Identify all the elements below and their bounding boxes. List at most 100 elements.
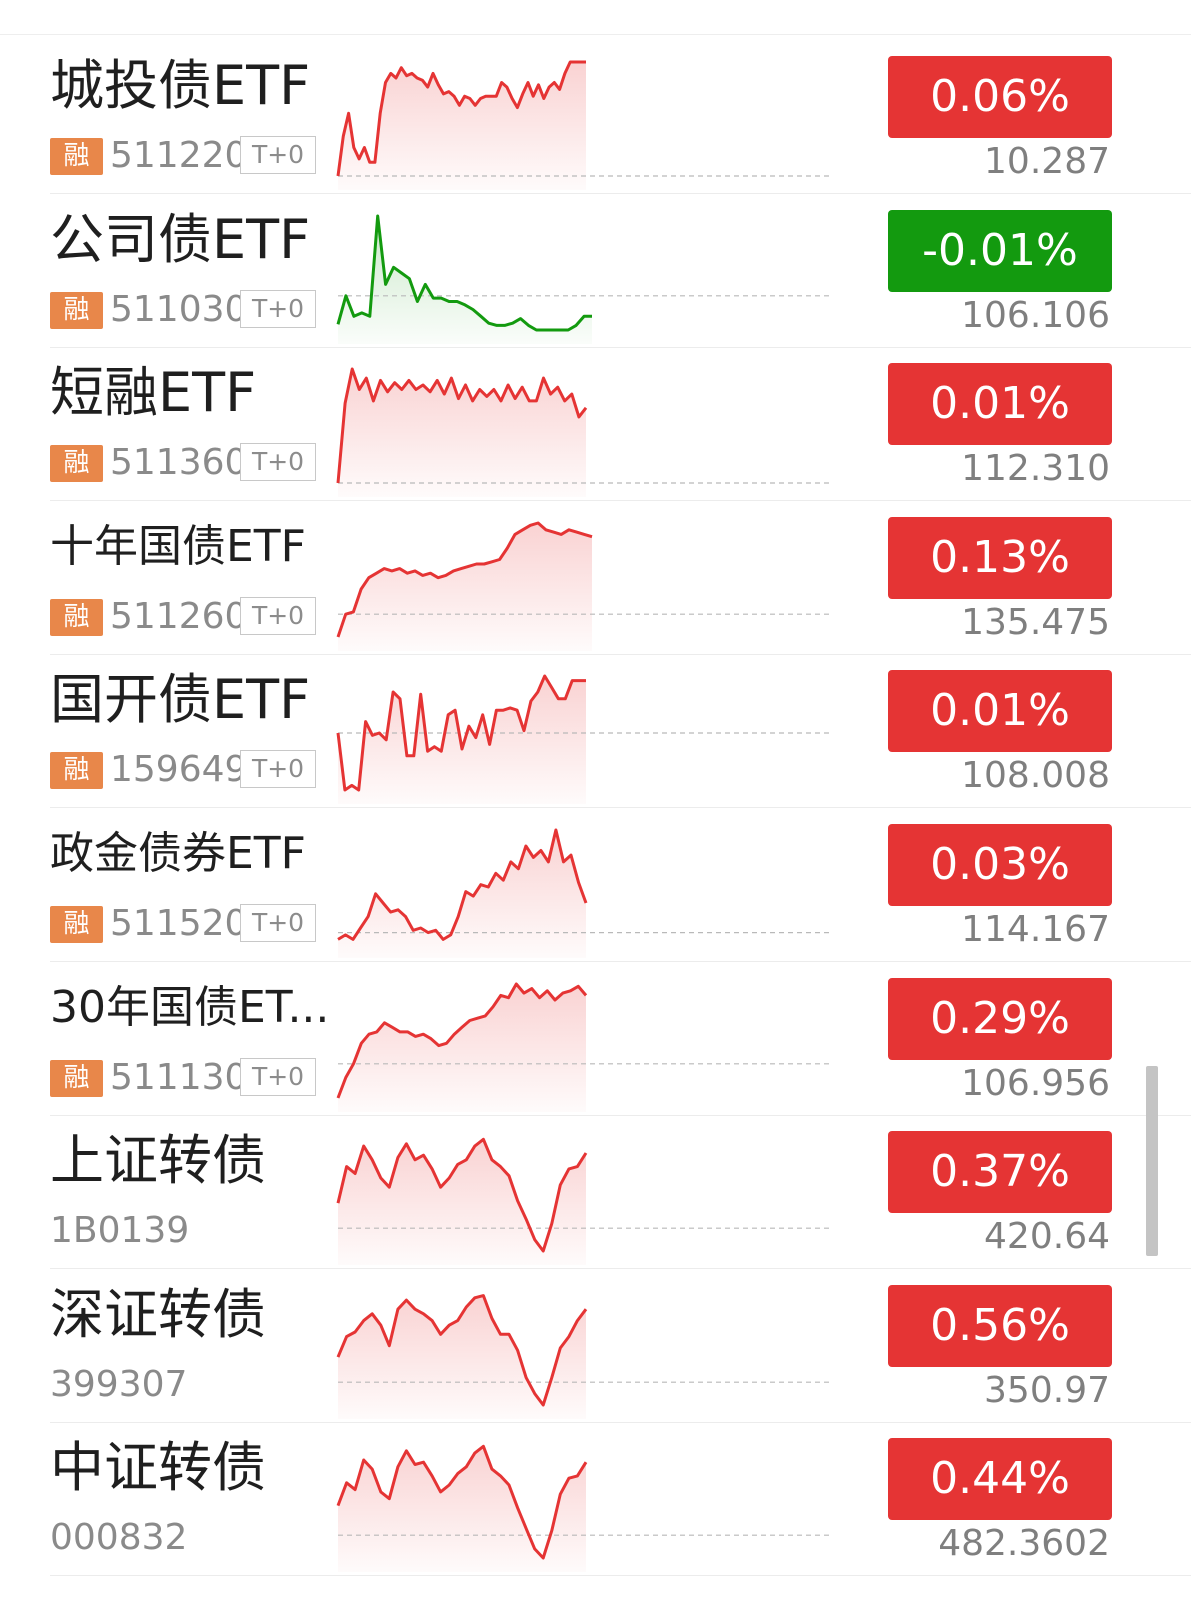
sparkline-line bbox=[336, 60, 586, 177]
list-item[interactable]: 30年国债ET... 融 511130 T+0 0.29% 106.956 bbox=[0, 958, 1191, 1116]
intraday-sparkline bbox=[336, 214, 832, 344]
sparkline-line bbox=[336, 521, 593, 638]
sparkline-area bbox=[338, 1446, 586, 1573]
list-item[interactable]: 中证转债 000832 0.44% 482.3602 bbox=[0, 1418, 1191, 1577]
intraday-sparkline bbox=[336, 1445, 832, 1573]
sparkline-line bbox=[337, 828, 588, 941]
fund-name: 十年国债ETF bbox=[50, 520, 306, 572]
fund-name: 公司债ETF bbox=[50, 207, 311, 271]
change-percent-button[interactable]: 0.06% bbox=[888, 56, 1112, 138]
last-price: 10.287 bbox=[984, 141, 1110, 182]
last-price: 135.475 bbox=[961, 601, 1110, 643]
change-percent-button[interactable]: 0.13% bbox=[888, 516, 1112, 599]
last-price: 350.97 bbox=[984, 1369, 1110, 1411]
tplus-tag: T+0 bbox=[240, 443, 316, 482]
intraday-sparkline bbox=[336, 674, 832, 805]
list-item[interactable]: 公司债ETF 融 511030 T+0 -0.01% 106.106 bbox=[0, 190, 1191, 348]
fund-code: 511130 bbox=[110, 1056, 248, 1098]
margin-badge: 融 bbox=[50, 906, 103, 943]
change-percent-button[interactable]: 0.01% bbox=[888, 363, 1112, 446]
margin-badge: 融 bbox=[50, 1059, 103, 1097]
margin-badge: 融 bbox=[50, 752, 103, 790]
row-divider bbox=[50, 961, 1191, 962]
fund-name: 30年国债ET... bbox=[50, 981, 330, 1033]
list-item[interactable]: 深证转债 399307 0.56% 350.97 bbox=[0, 1265, 1191, 1423]
tplus-tag: T+0 bbox=[240, 136, 316, 174]
change-percent-button[interactable]: 0.44% bbox=[888, 1438, 1112, 1521]
fund-name: 国开债ETF bbox=[50, 668, 311, 732]
list-item[interactable]: 十年国债ETF 融 511260 T+0 0.13% 135.475 bbox=[0, 497, 1191, 655]
intraday-sparkline bbox=[336, 1137, 832, 1266]
list-item[interactable]: 短融ETF 融 511360 T+0 0.01% 112.310 bbox=[0, 343, 1191, 502]
intraday-sparkline bbox=[337, 828, 832, 958]
margin-badge: 融 bbox=[50, 598, 103, 636]
sparkline-area bbox=[338, 522, 592, 651]
scrollbar[interactable] bbox=[1146, 1066, 1158, 1256]
sparkline-area bbox=[338, 369, 586, 498]
sparkline-line bbox=[336, 1445, 588, 1560]
margin-badge: 融 bbox=[50, 291, 103, 329]
last-price: 420.64 bbox=[984, 1216, 1110, 1258]
sparkline-area bbox=[338, 830, 586, 958]
row-divider bbox=[50, 1421, 1191, 1423]
fund-code: 511260 bbox=[110, 595, 248, 637]
row-divider bbox=[50, 500, 1191, 502]
fund-code: 1B0139 bbox=[50, 1210, 190, 1252]
tplus-tag: T+0 bbox=[240, 596, 316, 635]
intraday-sparkline bbox=[336, 982, 832, 1112]
sparkline-area bbox=[338, 215, 592, 344]
change-percent-button[interactable]: -0.01% bbox=[888, 209, 1112, 292]
list-item[interactable]: 上证转债 1B0139 0.37% 420.64 bbox=[0, 1111, 1191, 1270]
sparkline-area bbox=[338, 676, 586, 805]
sparkline-line bbox=[336, 1293, 588, 1407]
margin-badge: 融 bbox=[50, 445, 103, 483]
sparkline-area bbox=[338, 1139, 586, 1266]
last-price: 114.167 bbox=[961, 909, 1110, 950]
last-price: 482.3602 bbox=[938, 1523, 1110, 1565]
tplus-tag: T+0 bbox=[240, 1057, 316, 1096]
row-divider bbox=[50, 1575, 1191, 1577]
row-divider bbox=[50, 1268, 1191, 1270]
last-price: 106.106 bbox=[961, 294, 1110, 336]
change-percent-button[interactable]: 0.01% bbox=[888, 670, 1112, 753]
sparkline-area bbox=[338, 62, 586, 190]
row-divider bbox=[50, 193, 1191, 194]
last-price: 112.310 bbox=[961, 448, 1110, 490]
change-percent-button[interactable]: 0.56% bbox=[888, 1284, 1112, 1367]
row-divider bbox=[50, 346, 1191, 348]
last-price: 106.956 bbox=[961, 1062, 1110, 1104]
margin-badge: 融 bbox=[50, 138, 103, 175]
fund-code: 000832 bbox=[50, 1517, 188, 1559]
change-percent-button[interactable]: 0.37% bbox=[888, 1131, 1112, 1214]
tplus-tag: T+0 bbox=[240, 750, 316, 789]
intraday-sparkline bbox=[336, 521, 832, 651]
sparkline-area bbox=[338, 1295, 586, 1419]
change-percent-button[interactable]: 0.03% bbox=[888, 824, 1112, 906]
fund-code: 511520 bbox=[110, 903, 248, 944]
top-divider bbox=[0, 34, 1191, 35]
list-item[interactable]: 政金债券ETF 融 511520 T+0 0.03% 114.167 bbox=[0, 804, 1191, 962]
last-price: 108.008 bbox=[961, 755, 1110, 797]
fund-code: 511360 bbox=[110, 442, 248, 484]
sparkline-line bbox=[336, 214, 592, 332]
list-item[interactable]: 国开债ETF 融 159649 T+0 0.01% 108.008 bbox=[0, 650, 1191, 809]
fund-code: 511030 bbox=[110, 288, 248, 330]
fund-name: 深证转债 bbox=[50, 1282, 266, 1346]
sparkline-line bbox=[336, 982, 588, 1099]
list-item[interactable]: 城投债ETF 融 511220 T+0 0.06% 10.287 bbox=[0, 36, 1191, 194]
fund-name: 短融ETF bbox=[50, 361, 257, 425]
fund-name: 城投债ETF bbox=[50, 54, 311, 117]
row-divider bbox=[50, 1114, 1191, 1116]
sparkline-line bbox=[336, 674, 586, 792]
intraday-sparkline bbox=[336, 60, 832, 190]
tplus-tag: T+0 bbox=[240, 904, 316, 942]
row-divider bbox=[50, 653, 1191, 655]
fund-name: 上证转债 bbox=[50, 1129, 266, 1193]
sparkline-line bbox=[336, 367, 588, 484]
sparkline-line bbox=[336, 1137, 588, 1253]
change-percent-button[interactable]: 0.29% bbox=[888, 977, 1112, 1060]
intraday-sparkline bbox=[336, 1293, 832, 1419]
fund-code: 399307 bbox=[50, 1363, 188, 1405]
fund-code: 159649 bbox=[110, 749, 248, 791]
fund-name: 中证转债 bbox=[50, 1436, 266, 1500]
